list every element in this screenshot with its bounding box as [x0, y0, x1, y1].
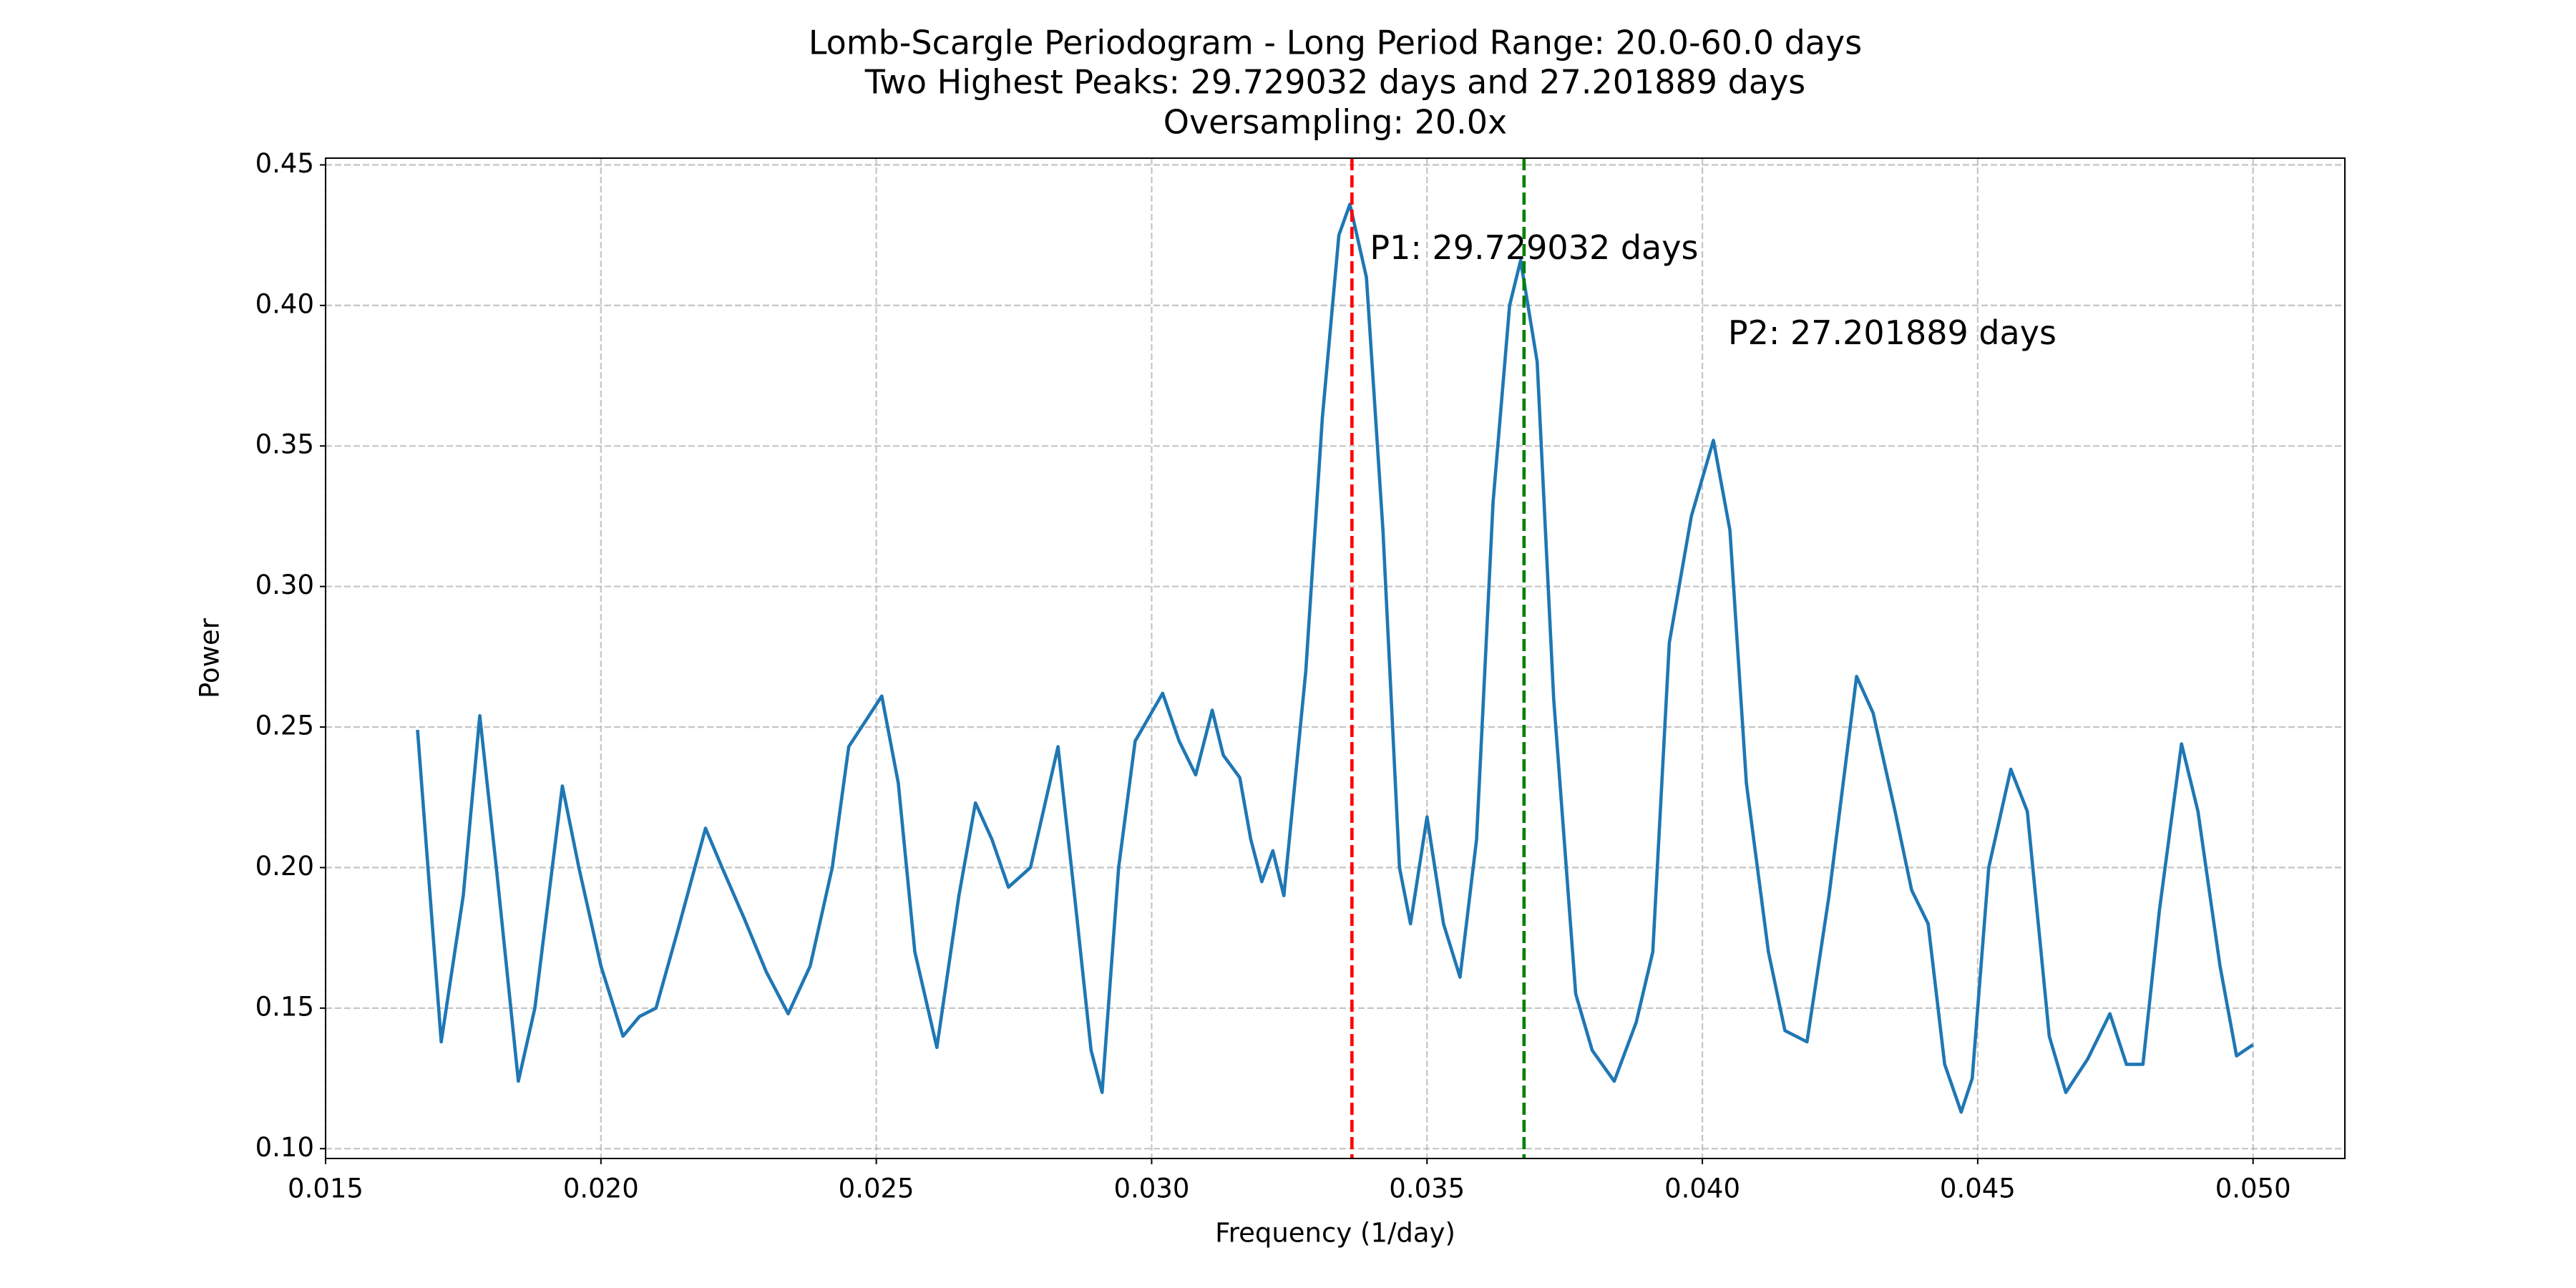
y-tick-label: 0.15: [255, 991, 314, 1022]
x-tick-label: 0.025: [839, 1174, 914, 1204]
x-tick-label: 0.015: [288, 1174, 364, 1204]
x-axis-label: Frequency (1/day): [1215, 1218, 1455, 1249]
x-tick-label: 0.040: [1664, 1174, 1740, 1204]
chart-subtitle: Two Highest Peaks: 29.729032 days and 27…: [864, 63, 1806, 102]
y-tick-label: 0.30: [255, 570, 314, 600]
plot-frame: [325, 157, 2346, 1159]
y-axis-label: Power: [195, 618, 225, 698]
y-tick-label: 0.10: [255, 1132, 314, 1163]
data-line: [416, 203, 2254, 1114]
y-tick-label: 0.25: [255, 711, 314, 741]
annotation: P1: 29.729032 days: [1370, 228, 1698, 267]
y-tick-label: 0.20: [255, 851, 314, 882]
x-tick-label: 0.020: [563, 1174, 639, 1204]
y-tick-label: 0.45: [255, 148, 314, 179]
annotation: P2: 27.201889 days: [1728, 313, 2057, 352]
y-tick-label: 0.40: [255, 288, 314, 319]
y-tick-label: 0.35: [255, 429, 314, 460]
x-tick-label: 0.030: [1113, 1174, 1189, 1204]
x-tick-label: 0.050: [2215, 1174, 2291, 1204]
x-tick-label: 0.035: [1389, 1174, 1465, 1204]
chart-title: Lomb-Scargle Periodogram - Long Period R…: [809, 24, 1862, 62]
chart-subtitle: Oversampling: 20.0x: [1163, 103, 1507, 142]
x-tick-label: 0.045: [1940, 1174, 2016, 1204]
